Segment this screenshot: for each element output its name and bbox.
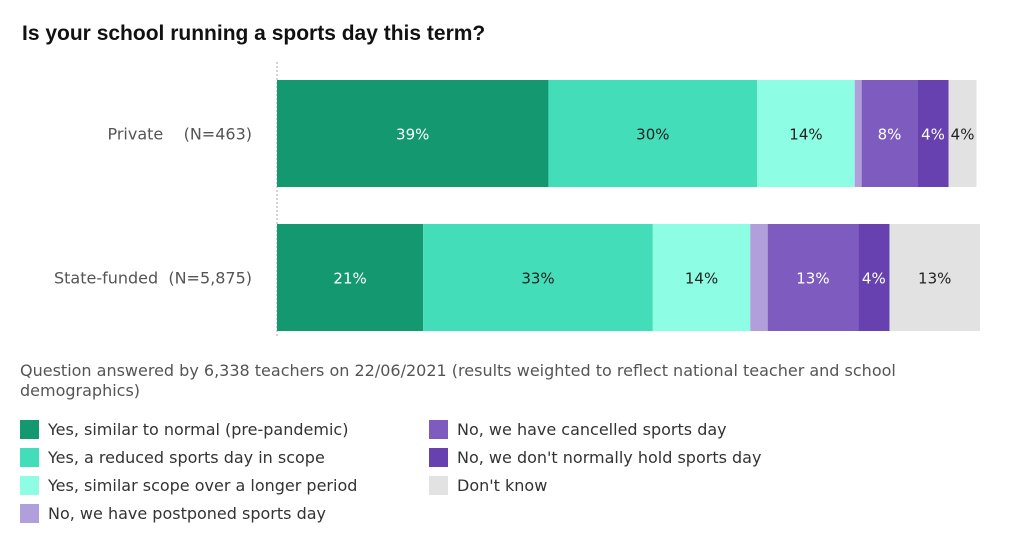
legend-label: No, we don't normally hold sports day (457, 447, 762, 467)
data-label: 14% (789, 126, 822, 144)
legend-label: Yes, a reduced sports day in scope (48, 447, 325, 467)
data-label: 13% (918, 270, 951, 288)
bar-segment (861, 80, 918, 187)
data-label: 33% (521, 270, 554, 288)
category-label: Private (N=463) (107, 125, 252, 144)
chart-title: Is your school running a sports day this… (22, 22, 486, 45)
legend-item: Yes, a reduced sports day in scope (20, 446, 325, 468)
data-label: 4% (921, 126, 945, 144)
legend: Yes, similar to normal (pre-pandemic) Yes… (20, 418, 820, 530)
bar-segment (948, 80, 977, 187)
bar-segment (423, 224, 653, 331)
bar-segment (858, 224, 890, 331)
legend-item: Yes, similar scope over a longer period (20, 474, 357, 496)
data-label: 8% (878, 126, 902, 144)
bar-segment (548, 80, 758, 187)
legend-swatch (20, 419, 39, 439)
bar-segment (277, 80, 549, 187)
data-label: 4% (862, 270, 886, 288)
legend-swatch (429, 475, 448, 495)
legend-label: Don't know (457, 475, 548, 495)
legend-item: No, we don't normally hold sports day (429, 446, 761, 468)
data-label: 14% (685, 270, 718, 288)
stacked-bar-chart: Private (N=463) State-funded (N=5,875) 39… (54, 62, 980, 338)
legend-swatch (429, 447, 448, 467)
bar-segment (652, 224, 751, 331)
bar-segment (757, 80, 855, 187)
data-label: 21% (333, 270, 366, 288)
data-label: 39% (396, 126, 429, 144)
bar-segment (889, 224, 980, 331)
legend-item: Don't know (429, 474, 547, 496)
category-labels: Private (N=463) State-funded (N=5,875) (54, 125, 252, 288)
bar-segments (277, 80, 980, 331)
legend-item: No, we have cancelled sports day (429, 418, 727, 440)
legend-label: Yes, similar scope over a longer period (48, 475, 358, 495)
data-label: 4% (951, 126, 975, 144)
bar-segment (750, 224, 768, 331)
legend-label: No, we have cancelled sports day (457, 419, 727, 439)
legend-label: Yes, similar to normal (pre-pandemic) (48, 419, 349, 439)
legend-item: No, we have postponed sports day (20, 502, 326, 524)
legend-swatch (429, 419, 448, 439)
survey-note: Question answered by 6,338 teachers on 2… (20, 361, 896, 400)
data-labels: 39% 30% 14% 8% 4% 4% 21% 33% 14% 13% 4% 13% (333, 126, 974, 288)
bar-segment (767, 224, 859, 331)
data-label: 30% (636, 126, 669, 144)
bar-segment (277, 224, 424, 331)
legend-swatch (20, 475, 39, 495)
data-label: 13% (796, 270, 829, 288)
category-label: State-funded (N=5,875) (54, 269, 252, 288)
legend-item: Yes, similar to normal (pre-pandemic) (20, 418, 348, 440)
legend-swatch (20, 447, 39, 467)
bar-segment (854, 80, 862, 187)
legend-swatch (20, 503, 39, 523)
bar-segment (917, 80, 949, 187)
legend-label: No, we have postponed sports day (48, 503, 326, 523)
